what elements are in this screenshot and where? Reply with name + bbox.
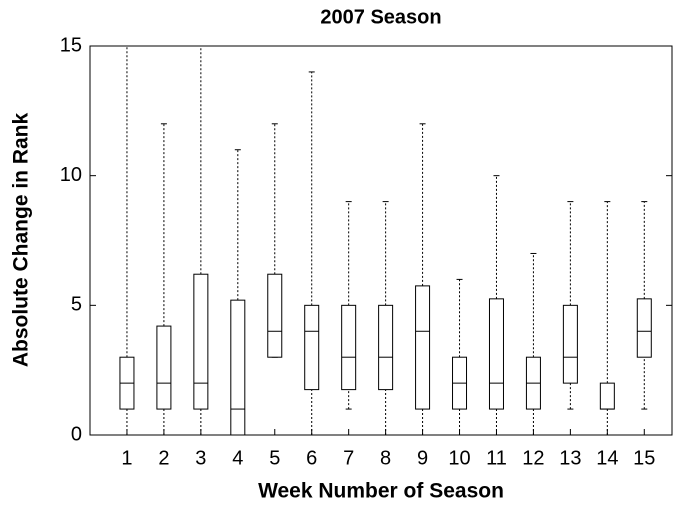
box xyxy=(341,304,357,391)
y-tick-label: 15 xyxy=(60,34,82,56)
x-tick-label: 1 xyxy=(121,447,132,469)
x-tick-label: 9 xyxy=(417,447,428,469)
x-tick-label: 3 xyxy=(195,447,206,469)
x-tick-label: 8 xyxy=(380,447,391,469)
y-tick-label: 10 xyxy=(60,164,82,186)
box xyxy=(156,325,172,410)
box xyxy=(304,304,320,391)
box xyxy=(230,299,246,436)
y-tick-label: 5 xyxy=(71,294,82,316)
plot-frame xyxy=(89,45,673,436)
box xyxy=(378,304,394,391)
y-tick-label: 0 xyxy=(71,423,82,445)
chart-title: 2007 Season xyxy=(320,6,441,28)
x-tick-label: 15 xyxy=(633,447,655,469)
x-tick-label: 14 xyxy=(596,447,618,469)
box xyxy=(267,273,283,358)
x-tick-label: 5 xyxy=(269,447,280,469)
box xyxy=(636,298,652,358)
box xyxy=(599,382,615,410)
x-tick-label: 10 xyxy=(448,447,470,469)
box xyxy=(415,285,431,410)
x-tick-label: 7 xyxy=(343,447,354,469)
x-tick-label: 2 xyxy=(158,447,169,469)
x-tick-label: 6 xyxy=(306,447,317,469)
x-axis-label: Week Number of Season xyxy=(258,480,504,503)
box xyxy=(562,304,578,384)
y-axis-label: Absolute Change in Rank xyxy=(10,113,33,368)
x-tick-label: 4 xyxy=(232,447,243,469)
x-tick-label: 12 xyxy=(522,447,544,469)
box xyxy=(193,273,209,410)
x-tick-label: 11 xyxy=(486,447,507,469)
x-tick-label: 13 xyxy=(559,447,581,469)
box xyxy=(488,298,504,410)
